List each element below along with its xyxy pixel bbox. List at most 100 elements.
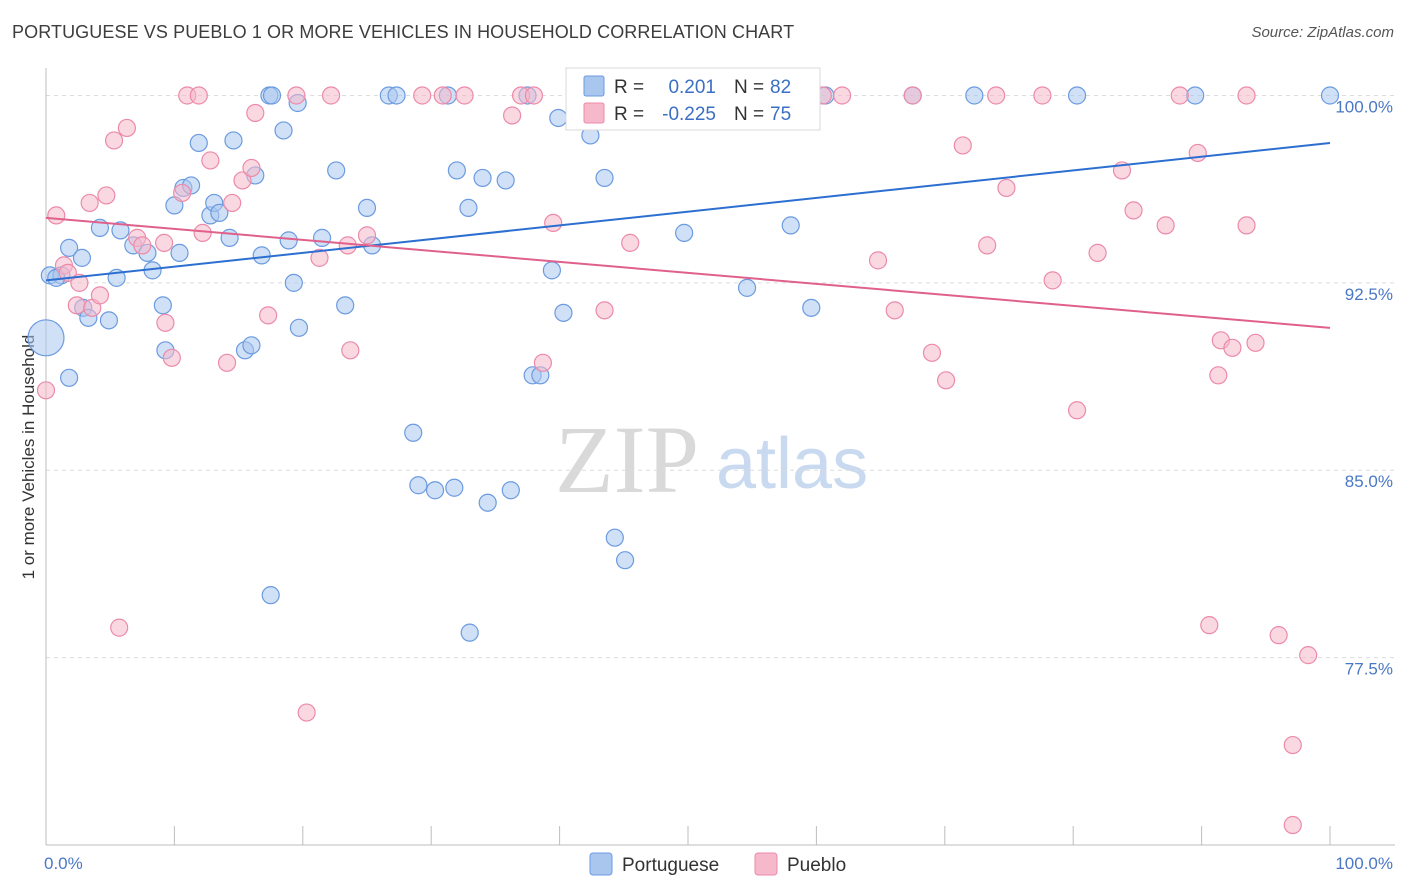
point-portuguese-47	[445, 478, 464, 497]
legend-box	[565, 67, 821, 131]
point-pueblo-77	[1223, 338, 1242, 357]
y-tick-label-2: 92.5%	[1345, 285, 1393, 304]
point-pueblo-30	[297, 703, 316, 722]
trend-line-pueblo	[45, 216, 1331, 329]
point-pueblo-64	[1124, 201, 1143, 220]
point-pueblo-41	[524, 86, 544, 105]
point-portuguese-69	[737, 278, 757, 297]
point-portuguese-37	[327, 161, 346, 180]
point-portuguese-50	[473, 168, 492, 188]
point-pueblo-29	[287, 86, 306, 105]
watermark-zip: ZIP	[555, 406, 699, 513]
point-portuguese-39	[357, 198, 377, 218]
legend-r-value-portuguese: 0.201	[668, 77, 716, 98]
point-pueblo-62	[1088, 243, 1107, 262]
point-pueblo-27	[246, 103, 265, 123]
point-pueblo-55	[953, 136, 972, 155]
point-pueblo-39	[502, 106, 522, 125]
point-pueblo-34	[341, 341, 360, 360]
point-pueblo-76	[1283, 815, 1302, 835]
point-pueblo-1	[47, 206, 66, 225]
point-portuguese-3	[60, 238, 79, 257]
point-pueblo-26	[242, 158, 261, 178]
point-pueblo-10	[104, 131, 124, 150]
point-pueblo-73	[1269, 626, 1288, 645]
point-portuguese-33	[284, 273, 303, 292]
point-portuguese-31	[274, 121, 293, 140]
point-pueblo-70	[1209, 366, 1228, 385]
bottom-legend-label-pueblo: Pueblo	[787, 855, 846, 876]
point-pueblo-45	[621, 233, 640, 252]
axes	[45, 68, 1395, 846]
point-pueblo-11	[110, 618, 129, 637]
point-portuguese-28	[252, 246, 271, 265]
legend-n-value-pueblo: 75	[770, 104, 791, 125]
legend-n-label-portuguese: N =	[734, 77, 764, 98]
point-pueblo-17	[162, 348, 181, 367]
point-pueblo-49	[832, 86, 852, 105]
point-portuguese-4	[72, 248, 92, 267]
point-portuguese-64	[615, 551, 635, 570]
point-pueblo-42	[533, 353, 553, 372]
point-portuguese-13	[153, 296, 172, 315]
point-pueblo-52	[903, 86, 922, 105]
y-tick-label-0: 77.5%	[1345, 660, 1393, 679]
point-pueblo-38	[455, 86, 474, 105]
point-portuguese-83	[460, 623, 479, 642]
chart-source: Source: ZipAtlas.com	[1251, 24, 1394, 41]
point-pueblo-37	[433, 86, 452, 105]
bottom-legend-swatch-pueblo	[754, 852, 778, 876]
trend-lines	[45, 141, 1331, 329]
point-portuguese-22	[210, 203, 229, 223]
point-pueblo-22	[201, 151, 220, 170]
point-portuguese-75	[965, 86, 984, 105]
point-portuguese-71	[781, 216, 800, 235]
point-pueblo-15	[155, 233, 174, 252]
point-pueblo-65	[1156, 216, 1175, 235]
point-portuguese-35	[289, 318, 309, 337]
point-portuguese-51	[478, 493, 497, 512]
point-portuguese-81	[60, 368, 79, 387]
point-pueblo-58	[997, 178, 1016, 198]
point-portuguese-45	[425, 481, 445, 500]
y-axis-title: 1 or more Vehicles in Household	[19, 335, 38, 580]
point-portuguese-9	[111, 221, 130, 240]
x-tick-labels: 0.0% 100.0%	[44, 854, 1393, 873]
point-portuguese-48	[447, 161, 466, 180]
point-pueblo-0	[36, 381, 56, 400]
y-tick-label-3: 100.0%	[1335, 97, 1393, 116]
point-pueblo-9	[97, 186, 116, 205]
point-pueblo-25	[233, 171, 252, 190]
legend-swatch-pueblo	[583, 102, 605, 124]
point-pueblo-56	[978, 236, 997, 255]
point-portuguese-63	[605, 528, 624, 547]
point-pueblo-61	[1067, 401, 1087, 420]
legend-n-value-portuguese: 82	[770, 77, 791, 98]
point-portuguese-0	[27, 319, 65, 357]
point-pueblo-66	[1170, 86, 1189, 105]
point-pueblo-60	[1043, 271, 1062, 290]
x-tick-label-0: 0.0%	[44, 854, 83, 873]
x-tick-label-1: 100.0%	[1335, 854, 1393, 873]
point-portuguese-59	[554, 303, 573, 322]
point-portuguese-24	[224, 131, 243, 150]
series-legend: Portuguese Pueblo	[589, 852, 846, 876]
point-pueblo-28	[259, 306, 278, 325]
y-tick-labels: 77.5% 85.0% 92.5% 100.0%	[1335, 97, 1393, 678]
point-portuguese-36	[312, 228, 332, 247]
point-pueblo-51	[885, 301, 904, 320]
point-pueblo-12	[117, 118, 136, 138]
point-portuguese-43	[404, 423, 423, 442]
point-pueblo-35	[357, 226, 377, 245]
point-pueblo-53	[922, 343, 942, 362]
point-pueblo-5	[70, 273, 89, 292]
point-pueblo-50	[868, 251, 888, 270]
point-portuguese-7	[99, 311, 119, 330]
point-portuguese-72	[802, 298, 821, 317]
point-portuguese-78	[1320, 86, 1340, 105]
point-pueblo-21	[193, 223, 212, 242]
legend-r-label-pueblo: R =	[614, 104, 644, 125]
point-pueblo-8	[90, 286, 110, 305]
point-portuguese-53	[501, 481, 520, 500]
